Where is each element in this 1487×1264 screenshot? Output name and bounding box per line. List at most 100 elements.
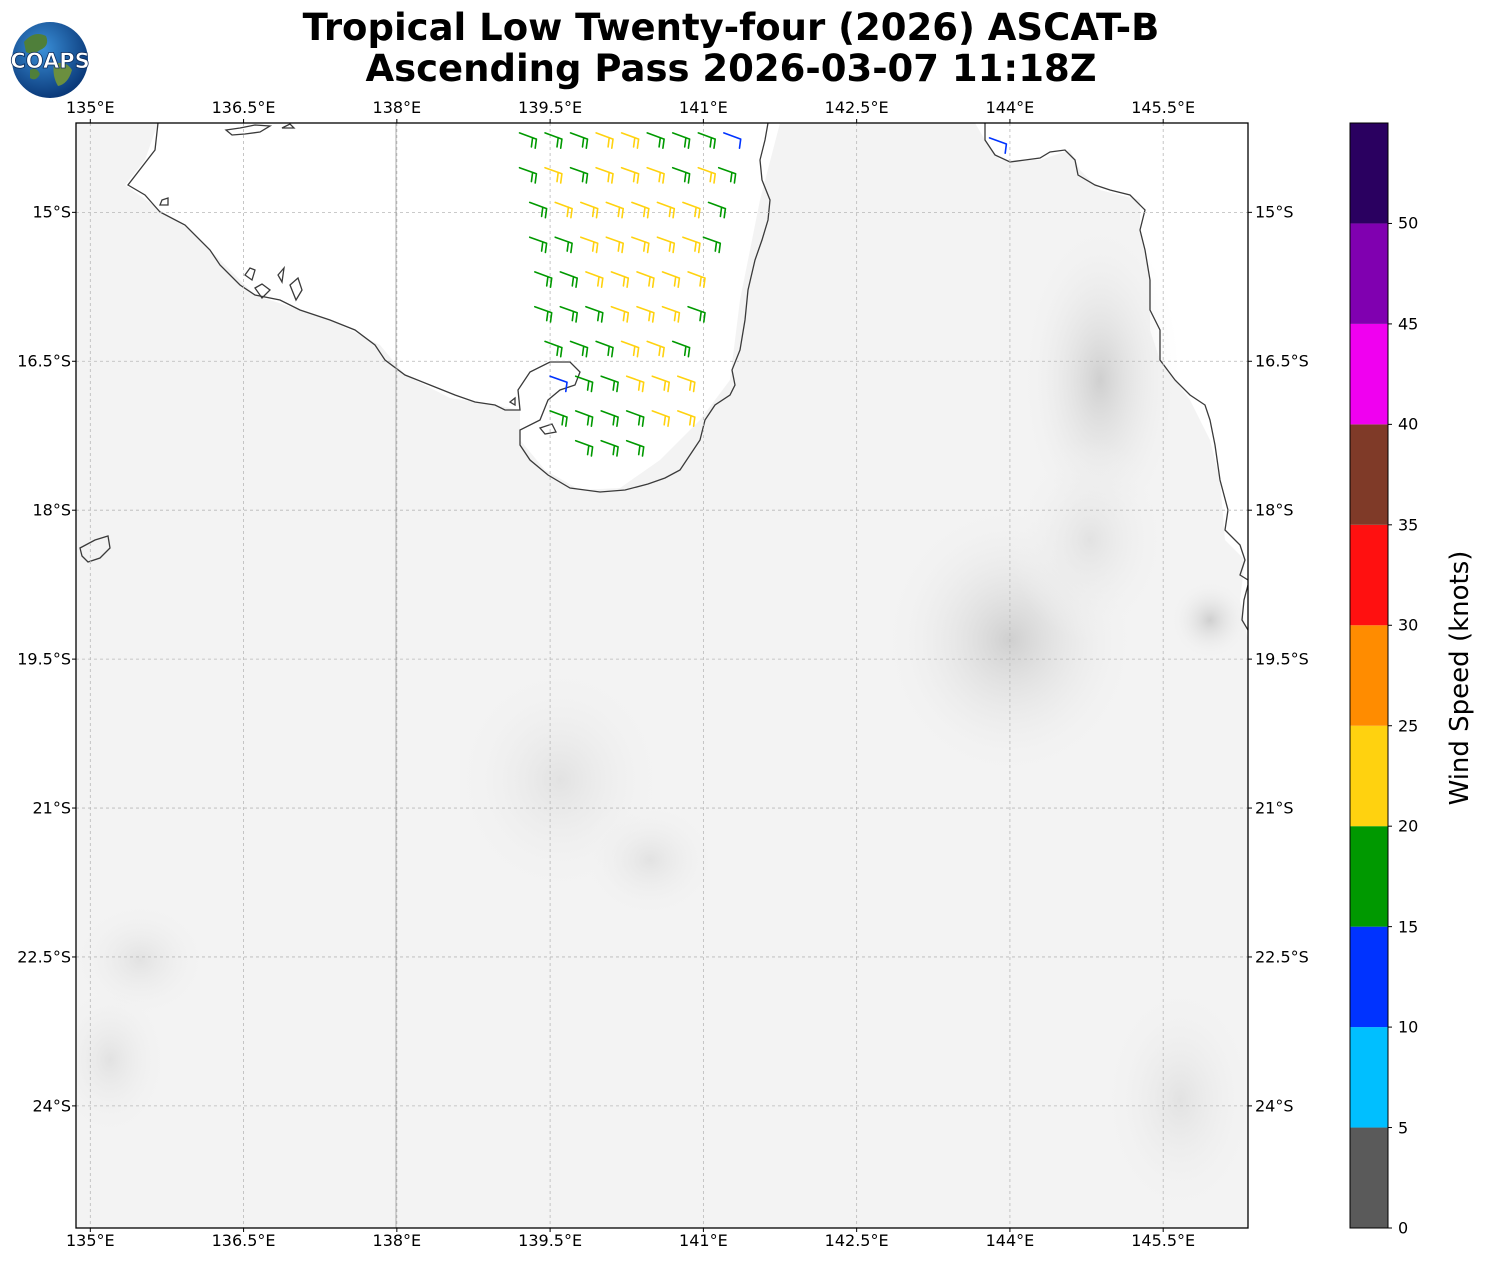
top-lon-label: 138°E [372, 98, 422, 117]
colorbar-tick-label: 50 [1398, 213, 1419, 233]
colorbar-bin [1350, 625, 1388, 726]
left-lat-label: 24°S [32, 1096, 71, 1116]
top-lon-label: 141°E [679, 98, 728, 117]
wind-barb [544, 340, 563, 358]
wind-barb [687, 305, 706, 323]
colorbar-tick-label: 10 [1398, 1017, 1419, 1037]
colorbar-bin [1350, 123, 1388, 224]
wind-barb [682, 236, 701, 254]
wind-barb [580, 201, 599, 219]
colorbar-tick-label: 30 [1398, 615, 1419, 635]
wind-barb [661, 305, 681, 323]
chart-title-line-1: Tropical Low Twenty-four (2026) ASCAT-B [302, 6, 1160, 49]
wind-barb [610, 305, 630, 323]
right-lat-label: 22.5°S [1255, 947, 1309, 967]
wind-barb [574, 410, 594, 427]
wind-barb [625, 375, 645, 393]
wind-barb [554, 201, 573, 219]
right-lat-label: 19.5°S [1255, 649, 1309, 669]
wind-barb [549, 375, 568, 393]
bottom-lon-label: 139.5°E [518, 1231, 583, 1250]
wind-barb [697, 166, 716, 184]
wind-barb [528, 236, 548, 254]
wind-barb [559, 305, 578, 323]
left-lat-label: 18°S [32, 500, 71, 520]
colorbar-tick-label: 15 [1398, 917, 1419, 937]
globe-logo-icon: COAPS [10, 22, 90, 98]
chart-title-line-2: Ascending Pass 2026-03-07 11:18Z [365, 47, 1097, 90]
wind-barb [682, 201, 701, 219]
bottom-lon-label: 145.5°E [1131, 1231, 1196, 1250]
right-lat-label: 15°S [1255, 202, 1294, 222]
wind-barb [988, 137, 1008, 154]
wind-barb [625, 410, 645, 427]
bottom-lon-label: 136.5°E [211, 1231, 276, 1250]
axis-ticks [72, 119, 1252, 1232]
wind-barb [600, 439, 619, 457]
wind-barb [723, 132, 742, 149]
bottom-lon-label: 135°E [65, 1231, 115, 1250]
wind-barb [620, 166, 640, 184]
wind-barb [677, 410, 696, 427]
colorbar-bin [1350, 323, 1388, 425]
colorbar-bin [1350, 725, 1388, 827]
right-lat-label: 24°S [1255, 1096, 1294, 1116]
colorbar-tick-label: 5 [1398, 1118, 1409, 1138]
top-lon-label: 136.5°E [211, 98, 276, 117]
wind-barb [544, 132, 563, 149]
wind-barb [544, 166, 563, 184]
top-lon-label: 142.5°E [824, 98, 889, 117]
colorbar-frame [1349, 122, 1389, 1229]
bottom-lon-label: 138°E [372, 1231, 422, 1250]
colorbar-bin [1350, 424, 1388, 525]
wind-barb [610, 271, 630, 288]
top-lon-label: 145.5°E [1131, 98, 1196, 117]
colorbar-tick-label: 0 [1398, 1218, 1409, 1238]
wind-barb [646, 132, 665, 149]
wind-barb [631, 236, 650, 254]
wind-barb [661, 271, 681, 288]
wind-barb [580, 236, 599, 254]
bottom-lon-label: 144°E [985, 1231, 1035, 1250]
wind-barb [651, 375, 670, 393]
colorbar-tick-label: 45 [1398, 314, 1419, 334]
map-background [76, 123, 1248, 1228]
right-lat-label: 21°S [1255, 798, 1294, 818]
wind-barb [651, 410, 670, 427]
right-lat-label: 16.5°S [1255, 351, 1309, 371]
wind-barb [569, 340, 589, 358]
colorbar-bin [1350, 926, 1388, 1028]
wind-barb [605, 201, 624, 219]
wind-barb [518, 132, 538, 149]
top-lon-label: 139.5°E [518, 98, 583, 117]
wind-barb [702, 236, 722, 254]
wind-barb [687, 271, 706, 288]
wind-barb [697, 132, 716, 149]
wind-barb [595, 340, 614, 358]
left-lat-label: 21°S [32, 798, 71, 818]
wind-barb [707, 201, 727, 219]
wind-barb [569, 166, 589, 184]
left-lat-label: 22.5°S [17, 947, 71, 967]
colorbar-bin [1350, 826, 1388, 927]
colorbar-bin [1350, 1127, 1388, 1228]
colorbar-tick-label: 25 [1398, 716, 1419, 736]
wind-barb [585, 271, 604, 288]
wind-barb [636, 305, 655, 323]
wind-barb [656, 201, 676, 219]
wind-barb [646, 340, 665, 358]
colorbar [1350, 123, 1392, 1229]
colorbar-tick-label: 35 [1398, 515, 1419, 535]
wind-barb [605, 236, 624, 254]
wind-barb [620, 132, 640, 149]
wind-barbs [518, 132, 1008, 457]
wind-barb [646, 166, 665, 184]
wind-barb [528, 201, 548, 219]
wind-barb [677, 375, 696, 393]
wind-barb [574, 375, 594, 393]
colorbar-bin [1350, 223, 1388, 324]
colorbar-bin [1350, 1027, 1388, 1128]
wind-barb [595, 166, 614, 184]
coaps-logo: COAPS [10, 20, 90, 100]
